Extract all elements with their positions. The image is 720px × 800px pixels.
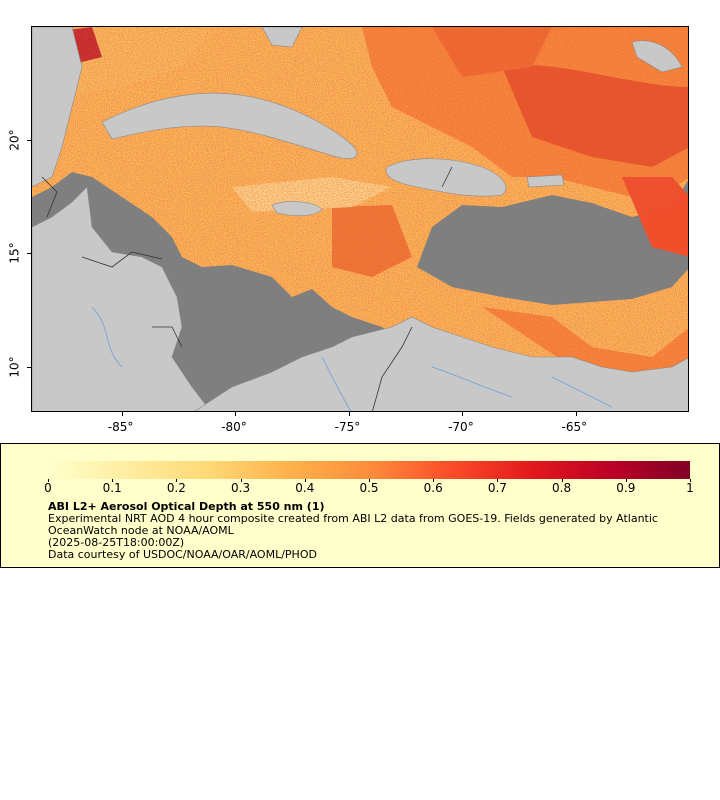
rivers	[91, 306, 613, 411]
colorbar-tick-label: 0.9	[616, 481, 636, 495]
x-tick-mark	[575, 412, 577, 416]
colorbar-tick-label: 0.3	[231, 481, 251, 495]
colorbar-tick-mark	[304, 479, 306, 482]
y-tick-mark	[27, 253, 31, 255]
aod-map	[32, 27, 688, 411]
colorbar-tick-label: 0.1	[102, 481, 122, 495]
map-panel	[31, 26, 689, 412]
colorbar-tick-label: 1	[686, 481, 694, 495]
colorbar-tick-mark	[497, 479, 499, 482]
colorbar-tick-mark	[369, 479, 370, 482]
colorbar-tick-label: 0.8	[552, 481, 572, 495]
x-tick-mark	[235, 412, 237, 416]
x-tick-label: -70°	[448, 420, 474, 434]
legend-text: ABI L2+ Aerosol Optical Depth at 550 nm …	[48, 501, 708, 561]
colorbar-tick-label: 0.5	[359, 481, 379, 495]
legend-panel: 0 0.1 0.2 0.3 0.4 0.5 0.6 0.7 0.8 0.9 1 ABI L2+ Ae…	[0, 443, 720, 568]
legend-credit: Data courtesy of USDOC/NOAA/OAR/AOML/PHO…	[48, 548, 317, 561]
y-tick-mark	[27, 366, 31, 368]
x-tick-mark	[462, 412, 464, 416]
colorbar-tick-mark	[48, 479, 49, 482]
colorbar-tick-label: 0.4	[295, 481, 315, 495]
y-tick-label: 20°	[7, 128, 22, 151]
x-tick-mark	[121, 412, 123, 416]
colorbar-tick-label: 0.2	[166, 481, 186, 495]
y-tick-mark	[27, 139, 31, 141]
colorbar-tick-mark	[561, 479, 563, 482]
y-tick-label: 10°	[7, 355, 22, 378]
legend-timestamp: (2025-08-25T18:00:00Z)	[48, 536, 185, 549]
x-tick-label: -80°	[221, 420, 247, 434]
x-tick-label: -65°	[561, 420, 588, 434]
x-tick-label: -75°	[334, 420, 361, 434]
colorbar-tick-mark	[176, 479, 178, 482]
legend-description: Experimental NRT AOD 4 hour composite cr…	[48, 512, 658, 537]
y-tick-label: 15°	[7, 242, 22, 264]
colorbar-tick-mark	[690, 479, 691, 482]
country-borders	[41, 166, 453, 411]
x-tick-mark	[348, 412, 350, 416]
colorbar-tick-mark	[240, 479, 242, 482]
land	[32, 27, 688, 411]
colorbar-tick-mark	[112, 479, 114, 482]
colorbar	[48, 461, 690, 479]
x-tick-label: -85°	[107, 420, 134, 434]
colorbar-tick-label: 0	[44, 481, 52, 495]
colorbar-tick-mark	[433, 479, 435, 482]
colorbar-tick-label: 0.7	[487, 481, 507, 495]
colorbar-tick-label: 0.6	[423, 481, 443, 495]
legend-title: ABI L2+ Aerosol Optical Depth at 550 nm …	[48, 500, 325, 513]
colorbar-tick-mark	[625, 479, 627, 482]
